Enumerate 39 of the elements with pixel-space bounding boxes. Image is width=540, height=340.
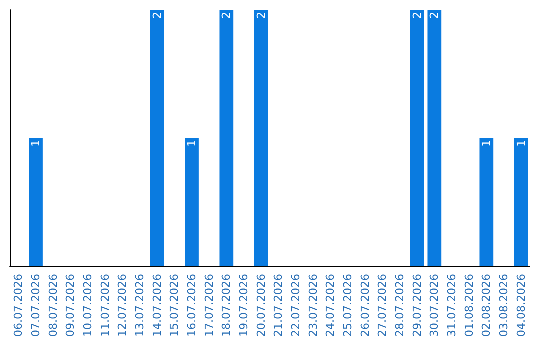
data-label: 2 (410, 12, 424, 19)
x-tick-label: 24.07.2026 (324, 274, 338, 338)
x-tick-label: 30.07.2026 (428, 274, 442, 338)
x-tick-label: 04.08.2026 (514, 274, 528, 338)
x-tick-label: 01.08.2026 (462, 274, 476, 338)
data-label: 1 (30, 140, 42, 148)
x-tick-label: 27.07.2026 (376, 274, 390, 338)
x-tick-label: 19.07.2026 (238, 274, 250, 338)
x-tick-label: 09.07.2026 (64, 274, 78, 338)
x-tick-label: 10.07.2026 (82, 274, 94, 338)
x-tick-label: 16.07.2026 (186, 274, 198, 338)
data-label: 1 (186, 140, 198, 148)
x-tick-label: 23.07.2026 (306, 274, 320, 338)
x-tick-label: 13.07.2026 (134, 274, 146, 338)
x-tick-label: 15.07.2026 (168, 274, 182, 338)
data-label: 2 (150, 12, 164, 19)
x-tick-label: 22.07.2026 (290, 274, 302, 338)
data-label: 2 (220, 12, 234, 19)
x-tick-label: 03.08.2026 (498, 274, 510, 338)
x-tick-label: 07.07.2026 (30, 274, 42, 338)
data-label: 1 (514, 140, 528, 148)
x-tick-label: 06.07.2026 (12, 274, 26, 338)
data-label: 2 (428, 12, 442, 19)
x-tick-label: 18.07.2026 (220, 274, 234, 338)
x-tick-label: 02.08.2026 (480, 274, 494, 338)
x-tick-label: 17.07.2026 (202, 274, 216, 338)
x-tick-label: 26.07.2026 (358, 274, 372, 338)
x-tick-label: 28.07.2026 (394, 274, 406, 338)
data-label: 2 (254, 12, 268, 19)
x-tick-label: 14.07.2026 (150, 274, 164, 338)
x-tick-label: 31.07.2026 (446, 274, 458, 338)
x-tick-label: 11.07.2026 (98, 274, 112, 338)
x-tick-label: 08.07.2026 (46, 274, 60, 338)
data-label: 1 (480, 140, 494, 148)
x-tick-label: 21.07.2026 (272, 274, 286, 338)
x-tick-label: 25.07.2026 (342, 274, 354, 338)
x-tick-label: 20.07.2026 (254, 274, 268, 338)
x-tick-label: 29.07.2026 (410, 274, 424, 338)
x-tick-label: 12.07.2026 (116, 274, 130, 338)
